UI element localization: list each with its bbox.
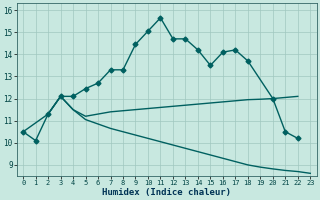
- X-axis label: Humidex (Indice chaleur): Humidex (Indice chaleur): [102, 188, 231, 197]
